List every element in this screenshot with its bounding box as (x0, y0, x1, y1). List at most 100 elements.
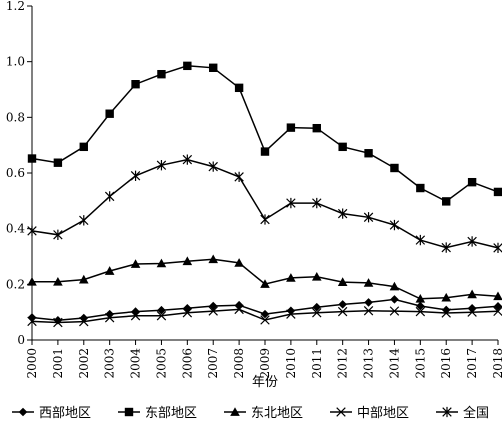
data-point (27, 316, 37, 327)
data-point (234, 83, 244, 93)
data-point (182, 307, 193, 318)
data-point (415, 294, 426, 303)
data-point (182, 256, 193, 266)
data-point (260, 309, 270, 319)
legend-marker (442, 406, 452, 418)
data-point (415, 234, 426, 246)
data-point (363, 212, 374, 223)
data-point (364, 149, 373, 158)
data-point (467, 303, 477, 313)
data-point (156, 311, 167, 321)
x-tick-label: 2011 (310, 348, 324, 379)
x-tick-label: 2008 (232, 348, 246, 379)
data-point (104, 191, 115, 202)
x-tick-label: 2000 (25, 348, 39, 379)
data-point (389, 219, 400, 231)
data-point (27, 277, 37, 286)
data-point (441, 305, 451, 315)
data-point (415, 306, 426, 317)
data-point (130, 170, 141, 181)
data-point (183, 61, 192, 71)
data-point (312, 302, 322, 312)
data-point (286, 273, 296, 282)
series-layer (27, 61, 502, 328)
x-tick-label: 2010 (284, 348, 298, 379)
legend-item: 中部地区 (330, 406, 409, 421)
data-point (286, 197, 296, 209)
data-point (312, 307, 322, 318)
x-tick-label: 2014 (387, 348, 401, 379)
data-point (364, 298, 373, 307)
data-point (338, 300, 347, 309)
data-point (467, 236, 477, 247)
data-point (441, 308, 451, 318)
data-point (260, 279, 270, 288)
legend-marker (18, 407, 28, 417)
legend-label: 中部地区 (357, 406, 409, 421)
x-tick-label: 2013 (362, 348, 376, 379)
x-tick-label: 2002 (77, 348, 91, 379)
y-tick-label: 0.6 (6, 166, 25, 180)
y-tick-label: 1.2 (6, 0, 25, 13)
x-axis: 2000 2001 2002 2003 2004 2005 2006 2007 2008 2009… (25, 339, 502, 379)
data-point (105, 309, 114, 319)
data-point (234, 300, 244, 310)
data-point (79, 215, 89, 226)
legend-marker (230, 407, 240, 416)
data-point (27, 154, 37, 163)
legend: 西部地区 东部地区 东北地区 中部地区 全国 (12, 405, 489, 421)
series-line (31, 158, 499, 249)
data-point (130, 259, 141, 268)
data-point (53, 277, 63, 286)
data-point (131, 307, 140, 316)
data-point (390, 295, 399, 304)
y-axis: 0 0.2 0.4 0.6 0.8 1.0 1.2 (6, 0, 33, 347)
data-point (363, 306, 374, 316)
data-point (337, 306, 348, 317)
x-tick-label: 2001 (51, 348, 65, 379)
data-point (286, 306, 296, 316)
x-tick-label: 2006 (180, 348, 194, 379)
x-tick-label: 2004 (129, 348, 143, 379)
y-tick-label: 0.4 (6, 222, 25, 236)
series-line (32, 258, 499, 300)
legend-marker (336, 407, 346, 417)
data-point (156, 160, 167, 171)
data-point (311, 272, 322, 281)
data-point (260, 214, 270, 225)
legend-label: 西部地区 (39, 406, 91, 421)
data-point (442, 197, 451, 206)
data-point (416, 183, 425, 193)
data-point (312, 197, 322, 209)
series-4 (27, 304, 502, 328)
data-point (104, 266, 115, 275)
data-point (467, 289, 477, 299)
legend-label: 东部地区 (145, 406, 197, 421)
data-point (27, 225, 37, 237)
data-point (27, 313, 37, 322)
data-point (389, 281, 400, 291)
series-3 (27, 254, 502, 303)
data-point (208, 161, 218, 172)
data-point (53, 317, 63, 328)
data-point (441, 242, 451, 253)
data-point (467, 307, 477, 317)
data-point (416, 301, 425, 311)
data-point (337, 208, 348, 219)
data-point (130, 311, 141, 321)
data-point (286, 309, 296, 319)
x-tick-label: 2009 (258, 348, 272, 379)
data-point (260, 315, 270, 325)
legend-item: 东北地区 (224, 406, 303, 421)
data-point (493, 291, 502, 301)
data-point (79, 313, 89, 323)
data-point (183, 303, 192, 313)
x-tick-label: 2018 (491, 348, 502, 379)
x-tick-label: 2017 (465, 348, 479, 379)
data-point (260, 147, 270, 156)
data-point (389, 306, 400, 316)
y-tick-label: 0 (17, 333, 25, 347)
legend-label: 全国 (463, 405, 489, 421)
data-point (286, 123, 296, 132)
data-point (104, 313, 115, 323)
